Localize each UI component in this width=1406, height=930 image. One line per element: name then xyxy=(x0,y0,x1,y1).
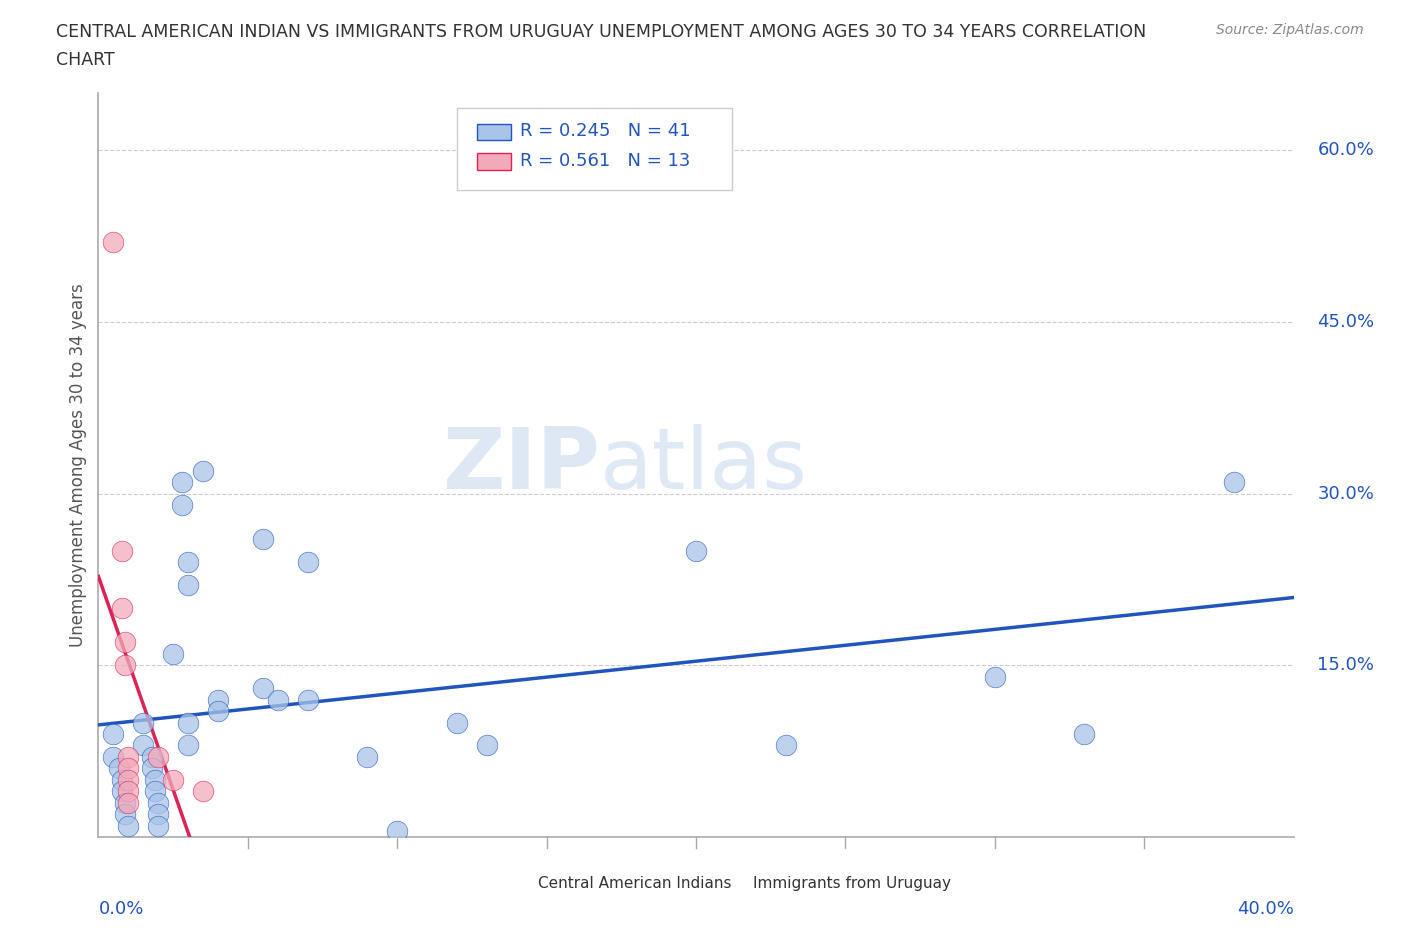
Point xyxy=(111,543,134,558)
Point xyxy=(148,806,170,821)
Point xyxy=(148,818,170,833)
Text: CENTRAL AMERICAN INDIAN VS IMMIGRANTS FROM URUGUAY UNEMPLOYMENT AMONG AGES 30 TO: CENTRAL AMERICAN INDIAN VS IMMIGRANTS FR… xyxy=(56,23,1146,41)
Point xyxy=(252,532,274,547)
Point xyxy=(108,761,131,776)
Text: R = 0.245   N = 41: R = 0.245 N = 41 xyxy=(520,122,690,140)
Point xyxy=(117,772,139,787)
Point xyxy=(117,818,139,833)
Point xyxy=(162,772,184,787)
Point xyxy=(162,646,184,661)
Point xyxy=(117,761,139,776)
Point xyxy=(446,715,468,730)
Point xyxy=(114,806,136,821)
Point xyxy=(148,750,170,764)
Point xyxy=(117,784,139,799)
Point xyxy=(1073,726,1095,741)
Text: Immigrants from Uruguay: Immigrants from Uruguay xyxy=(754,876,952,891)
FancyBboxPatch shape xyxy=(457,108,733,190)
Point xyxy=(132,715,155,730)
Text: Source: ZipAtlas.com: Source: ZipAtlas.com xyxy=(1216,23,1364,37)
Y-axis label: Unemployment Among Ages 30 to 34 years: Unemployment Among Ages 30 to 34 years xyxy=(69,283,87,647)
Point xyxy=(191,784,214,799)
Point xyxy=(207,704,229,719)
Text: 0.0%: 0.0% xyxy=(98,900,143,918)
Point xyxy=(132,738,155,753)
Point xyxy=(984,670,1007,684)
Point xyxy=(267,692,290,707)
Text: 40.0%: 40.0% xyxy=(1237,900,1294,918)
Point xyxy=(191,463,214,478)
Text: CHART: CHART xyxy=(56,51,115,69)
Text: atlas: atlas xyxy=(600,423,808,507)
Point xyxy=(117,750,139,764)
Point xyxy=(385,824,409,839)
Text: 60.0%: 60.0% xyxy=(1317,141,1374,159)
Point xyxy=(143,772,166,787)
Point xyxy=(207,692,229,707)
Text: 30.0%: 30.0% xyxy=(1317,485,1374,502)
Point xyxy=(117,795,139,810)
Point xyxy=(177,738,200,753)
Point xyxy=(141,750,163,764)
Point xyxy=(141,761,163,776)
Text: 15.0%: 15.0% xyxy=(1317,657,1375,674)
Point xyxy=(177,578,200,592)
Text: Central American Indians: Central American Indians xyxy=(538,876,731,891)
Point xyxy=(148,795,170,810)
Point xyxy=(172,474,194,489)
Point xyxy=(114,658,136,672)
Point xyxy=(114,635,136,650)
Point xyxy=(297,555,319,570)
Point xyxy=(356,750,378,764)
Point xyxy=(143,784,166,799)
FancyBboxPatch shape xyxy=(477,153,510,169)
Point xyxy=(177,555,200,570)
Point xyxy=(114,795,136,810)
Point xyxy=(252,681,274,696)
FancyBboxPatch shape xyxy=(505,874,531,893)
Point xyxy=(297,692,319,707)
Text: 45.0%: 45.0% xyxy=(1317,312,1375,331)
Point xyxy=(177,715,200,730)
Text: ZIP: ZIP xyxy=(443,423,600,507)
FancyBboxPatch shape xyxy=(477,124,510,140)
Point xyxy=(685,543,707,558)
Point xyxy=(111,772,134,787)
Point xyxy=(103,234,125,249)
Text: R = 0.561   N = 13: R = 0.561 N = 13 xyxy=(520,152,690,169)
FancyBboxPatch shape xyxy=(720,874,747,893)
Point xyxy=(172,498,194,512)
Point xyxy=(1223,474,1246,489)
Point xyxy=(103,750,125,764)
Point xyxy=(775,738,797,753)
Point xyxy=(475,738,498,753)
Point xyxy=(103,726,125,741)
Point xyxy=(111,601,134,616)
Point xyxy=(111,784,134,799)
